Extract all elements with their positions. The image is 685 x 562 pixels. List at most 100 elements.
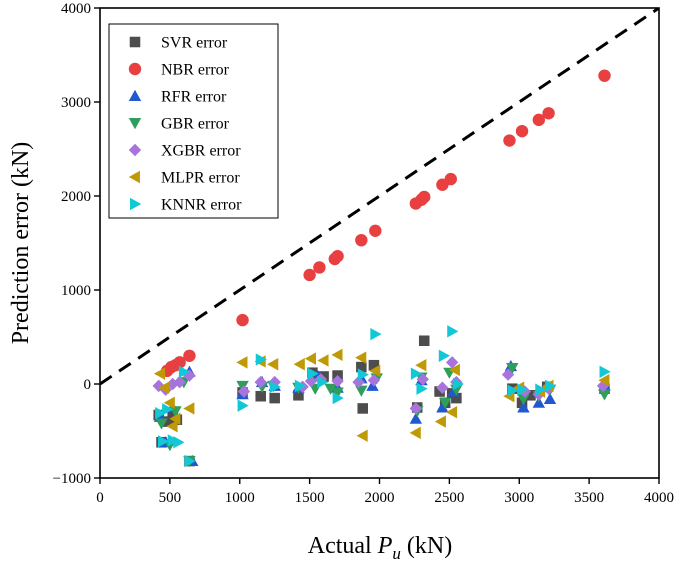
data-point (409, 412, 423, 424)
legend-label: KNNR error (161, 197, 242, 214)
axis-ticks: 0 500 1000 1500 2000 2500 3000 3500 4000 −1000 0 10… (53, 1, 674, 506)
data-point (410, 367, 423, 380)
x-axis-title-var: P (377, 533, 393, 559)
x-tick-label: 500 (159, 490, 182, 506)
data-point (357, 403, 368, 414)
data-point (434, 386, 445, 397)
legend-marker (129, 36, 141, 48)
data-point (438, 349, 450, 362)
data-point (317, 375, 329, 389)
data-point (452, 377, 464, 391)
data-point (369, 364, 381, 378)
data-point (445, 356, 459, 369)
data-point (436, 381, 449, 394)
data-point (183, 369, 196, 382)
data-point (418, 190, 431, 204)
x-axis-title: Actual Pu (kN) (308, 533, 452, 562)
data-point (598, 389, 611, 401)
data-point (356, 361, 367, 373)
data-point (366, 379, 379, 391)
data-point (444, 172, 457, 186)
data-point (167, 434, 179, 447)
data-point (596, 379, 610, 393)
data-point (355, 385, 368, 397)
data-point (517, 401, 530, 413)
data-point (178, 365, 191, 378)
data-point (237, 399, 249, 412)
data-point (525, 390, 536, 401)
y-tick-label: 2000 (61, 189, 91, 205)
data-point (307, 367, 319, 380)
y-tick-label: 1000 (61, 283, 91, 299)
data-point (169, 412, 181, 425)
data-point (532, 113, 546, 127)
data-point (255, 390, 266, 402)
data-point (269, 380, 281, 394)
data-point (331, 374, 344, 388)
data-point (236, 380, 249, 393)
legend-marker (130, 197, 142, 211)
legend-marker (128, 143, 142, 157)
data-point (515, 124, 529, 138)
data-point (434, 415, 446, 428)
x-tick-label: 1500 (295, 490, 325, 506)
data-point (368, 359, 380, 371)
data-point (516, 397, 528, 409)
series-6 (155, 325, 611, 468)
x-axis-title-unit: (kN) (401, 533, 452, 559)
data-point (438, 397, 452, 409)
y-axis-title: Prediction error (kN) (8, 142, 34, 345)
data-point (331, 249, 344, 263)
data-point (370, 327, 382, 341)
data-point (451, 392, 462, 404)
legend-label: XGBR error (161, 143, 241, 160)
series-2 (153, 359, 611, 467)
scatter-points (152, 69, 611, 468)
data-point (542, 107, 555, 120)
data-point (158, 381, 170, 394)
data-point (183, 349, 196, 362)
data-point (184, 454, 196, 468)
x-tick-label: 2000 (365, 490, 395, 506)
data-point (543, 392, 557, 404)
x-tick-label: 3500 (574, 490, 604, 506)
x-tick-label: 3000 (504, 490, 534, 506)
data-point (535, 383, 547, 396)
data-point (157, 435, 170, 448)
x-tick-label: 1000 (225, 490, 255, 506)
data-point (293, 390, 304, 401)
data-point (267, 358, 279, 371)
data-point (501, 368, 515, 381)
data-point (409, 402, 423, 415)
legend-marker (128, 62, 142, 76)
data-point (369, 224, 382, 237)
data-point (599, 365, 611, 378)
data-point (517, 394, 530, 406)
data-point (173, 375, 186, 389)
data-point (236, 313, 249, 327)
legend-marker (128, 118, 142, 130)
data-point (545, 379, 557, 393)
data-point (155, 406, 167, 420)
data-point (355, 351, 367, 364)
data-point (293, 358, 305, 371)
data-point (356, 429, 368, 442)
y-tick-label: 3000 (61, 95, 91, 111)
reference-line (100, 8, 659, 386)
data-point (503, 134, 516, 147)
data-point (418, 335, 430, 347)
data-point (173, 436, 185, 449)
x-tick-label: 2500 (434, 490, 464, 506)
data-point (317, 354, 329, 367)
series-0 (153, 335, 610, 467)
legend-marker (128, 89, 142, 101)
data-point (436, 401, 449, 413)
data-point (447, 325, 459, 338)
data-point (416, 382, 428, 395)
data-point (166, 420, 178, 433)
x-axis-title-sub: u (392, 544, 401, 562)
data-point (352, 375, 365, 389)
data-point (269, 392, 280, 404)
y-tick-label: 0 (84, 377, 92, 393)
